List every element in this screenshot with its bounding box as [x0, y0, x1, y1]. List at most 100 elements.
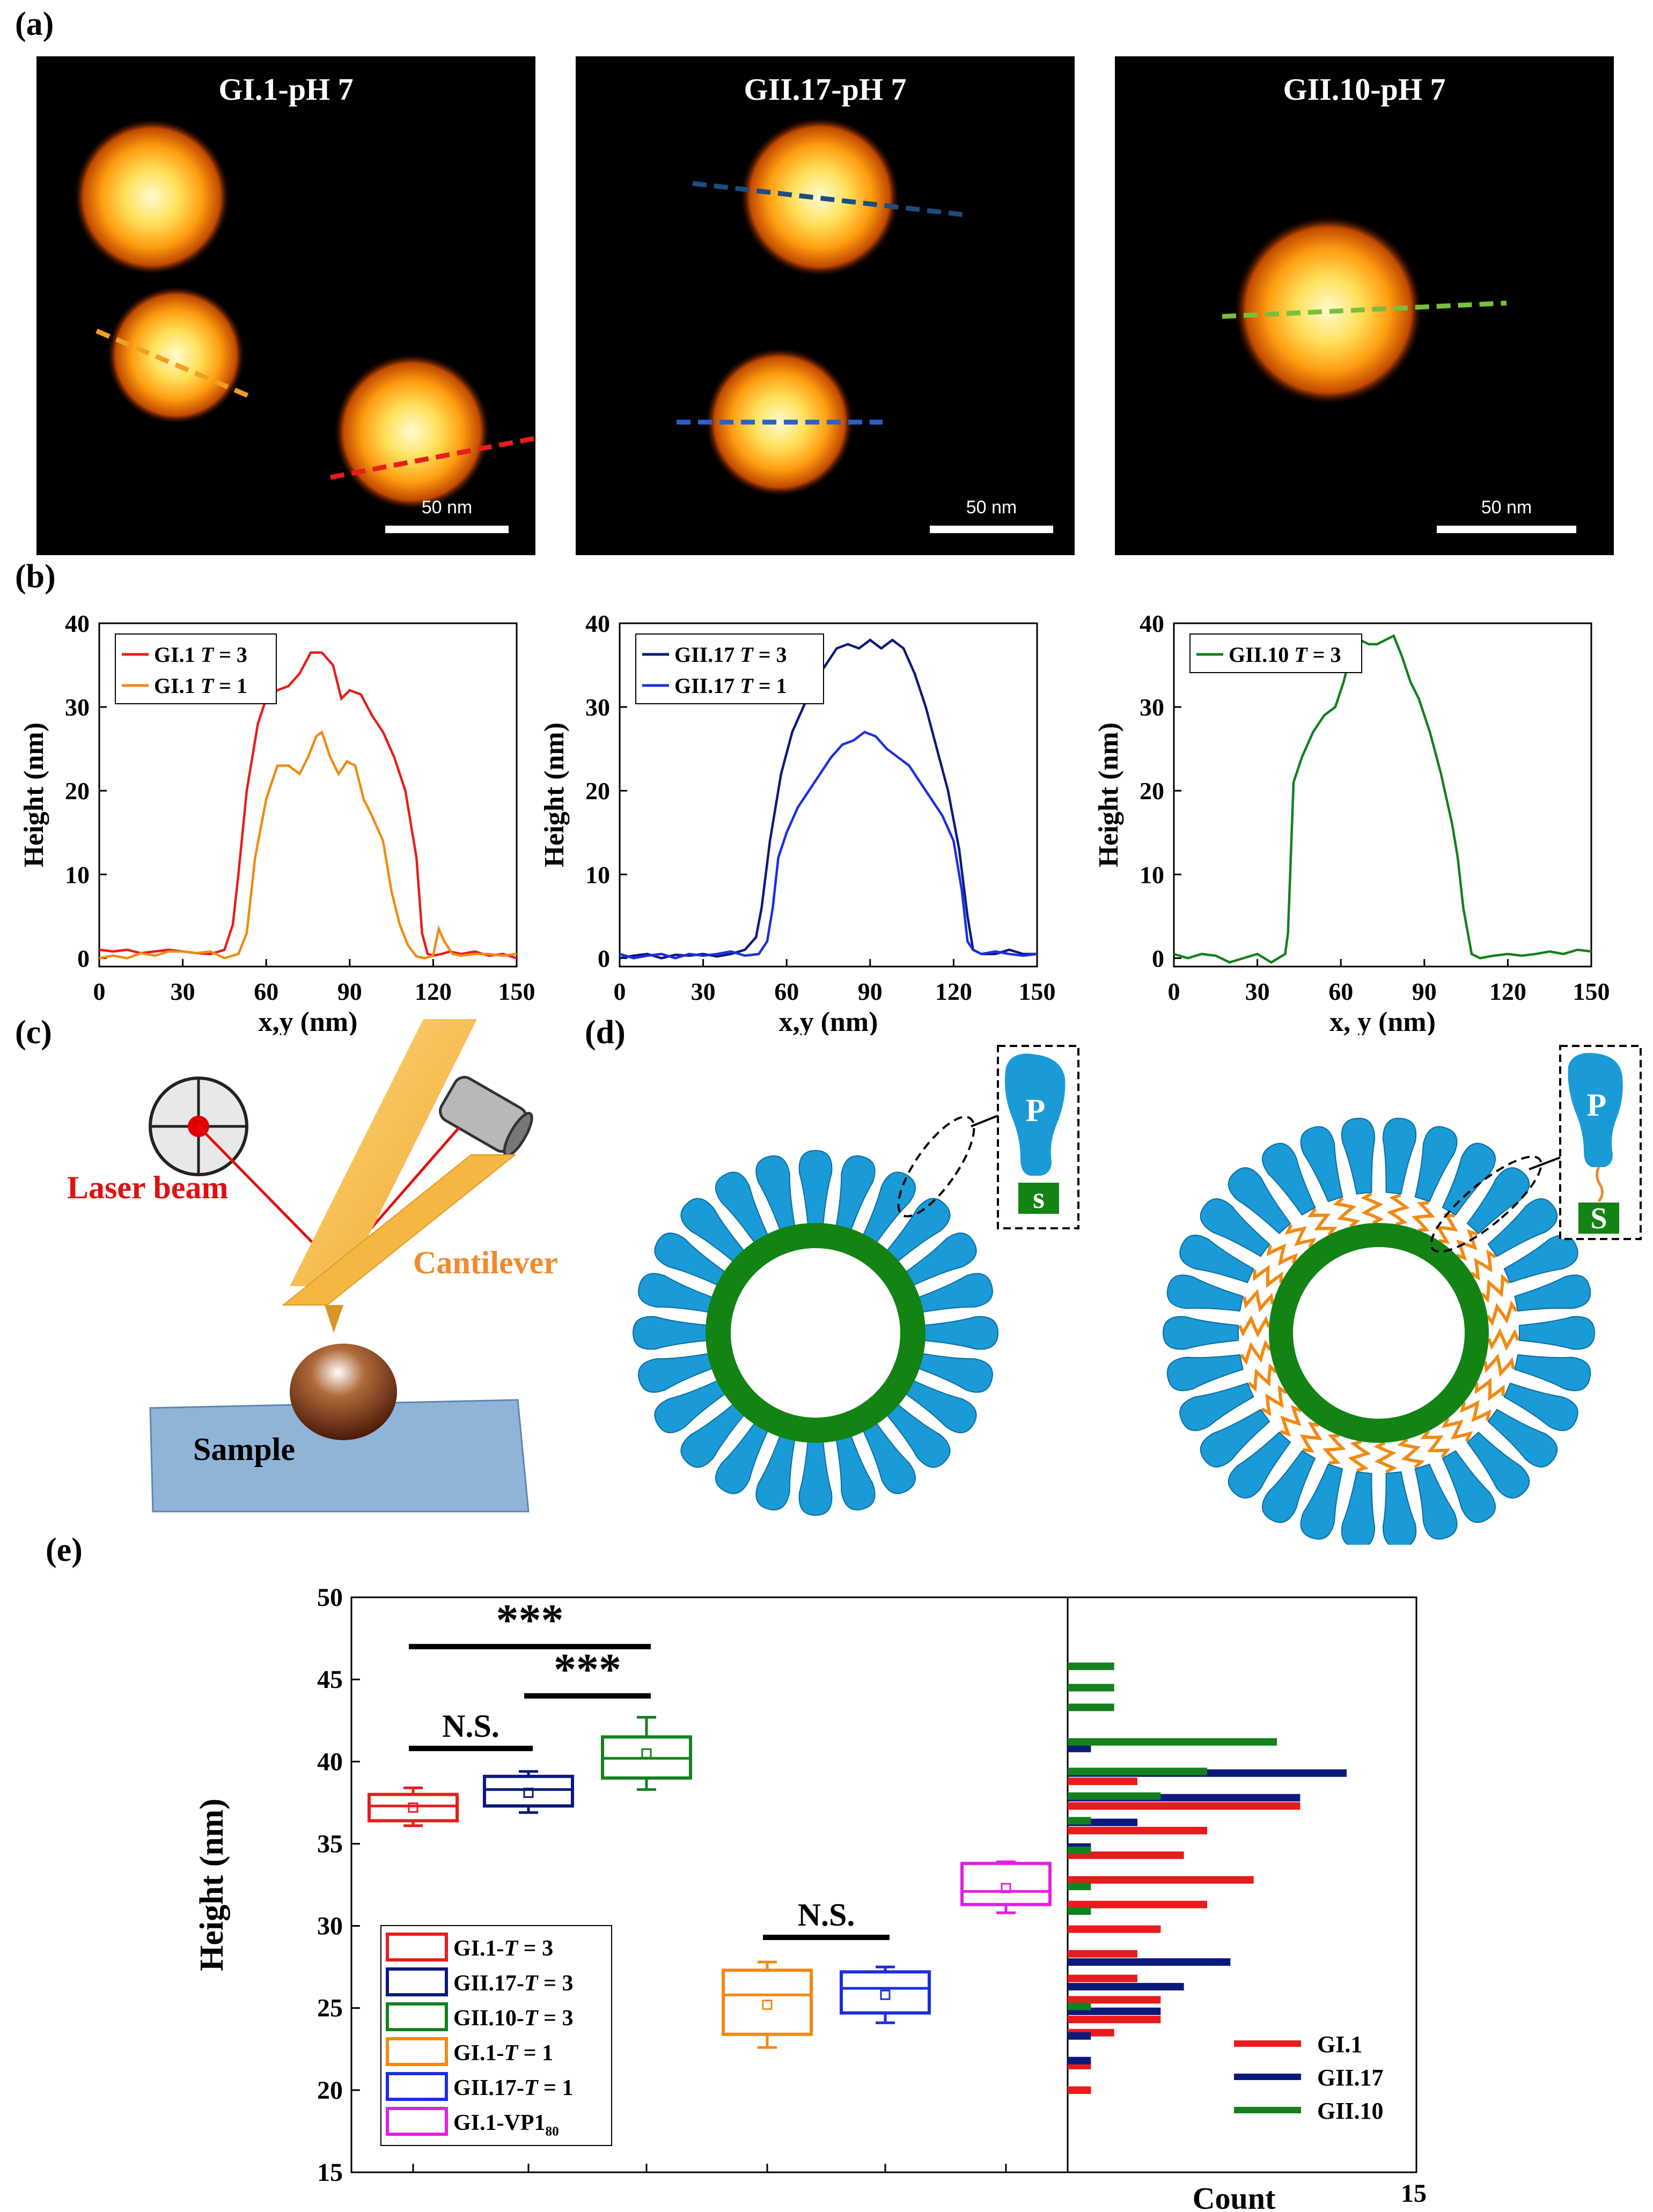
linker [1474, 1377, 1505, 1402]
mean-marker [641, 1748, 652, 1759]
legend-box [635, 633, 824, 704]
y-tick-label: 40 [585, 610, 610, 637]
linker [1322, 1434, 1346, 1465]
p-domain [1341, 1117, 1376, 1195]
histogram-x-max: 15 [1401, 2179, 1427, 2208]
p-domain [1261, 1450, 1316, 1523]
s-domain-label: s [1033, 1182, 1045, 1215]
x-tick-label: 150 [498, 978, 535, 1005]
profile-plot-2: 0 30 60 90 120 150 0 10 20 30 40 x,y (nm) Height (nm… [539, 610, 1056, 1035]
x-tick-label: 60 [1328, 978, 1353, 1005]
box-6 [960, 1860, 1052, 1914]
histogram-bar [1068, 1744, 1091, 1752]
p-domain [654, 1232, 728, 1287]
histogram-bar [1068, 1662, 1114, 1670]
histogram-bar [1068, 1982, 1184, 1990]
laser-beam-label: Laser beam [67, 1170, 229, 1205]
y-tick-label: 15 [317, 2158, 343, 2187]
y-tick-label: 45 [317, 1665, 343, 1694]
box-4 [722, 1960, 813, 2049]
x-tick-label: 120 [415, 978, 452, 1005]
linker [1486, 1300, 1518, 1326]
x-tick-label: 0 [614, 978, 626, 1005]
particle [740, 117, 899, 276]
legend-label: GI.1 [1317, 2031, 1362, 2058]
p-domain [680, 1403, 746, 1468]
significance-label: *** [496, 1595, 564, 1645]
p-domain [1200, 1409, 1270, 1468]
afm-title: GII.10-pH 7 [1283, 72, 1446, 107]
y-axis-label: Height (nm) [194, 1798, 230, 1971]
p-domain [638, 1353, 715, 1393]
mean-marker [1001, 1883, 1011, 1893]
series-line [619, 731, 1038, 960]
p-domain [1487, 1198, 1558, 1257]
y-tick-label: 10 [65, 861, 90, 888]
plot-frame [98, 622, 518, 968]
x-tick-label: 90 [337, 978, 362, 1005]
p-domain [922, 1316, 999, 1350]
p-domain [1503, 1234, 1578, 1284]
p-domain [1414, 1463, 1458, 1540]
linker [1420, 1429, 1451, 1458]
linker [1247, 1363, 1277, 1392]
p-domain [1442, 1450, 1496, 1523]
linker [1386, 1193, 1410, 1226]
linker [1483, 1353, 1516, 1377]
linker [1397, 1437, 1425, 1469]
afm-image-gi1: GI.1-pH 7 50 nm [36, 56, 535, 555]
p-domain [885, 1403, 951, 1468]
legend-label: GI.1 T = 3 [154, 643, 247, 667]
significance-label: *** [554, 1645, 621, 1694]
scale-text: 50 nm [966, 497, 1017, 518]
sample-label: Sample [193, 1432, 296, 1467]
profile-line [95, 328, 252, 400]
linker [1470, 1249, 1497, 1281]
y-tick-label: 30 [317, 1912, 343, 1941]
x-tick-label: 30 [691, 978, 716, 1005]
p-domain [1179, 1382, 1254, 1432]
series-line [99, 730, 517, 960]
y-axis-label: Height (nm) [1093, 722, 1124, 867]
y-tick-label: 40 [1140, 610, 1164, 637]
cantilever [290, 1019, 477, 1286]
capsid-t3-diagram [1162, 1117, 1596, 1545]
histogram-bar [1068, 1792, 1161, 1800]
panel-label-c: (c) [15, 1014, 52, 1051]
p-domain [798, 1149, 833, 1226]
domain-inset-2 [1430, 1045, 1642, 1253]
p-domain [1300, 1126, 1343, 1203]
p-domain-label-2: P [1587, 1087, 1607, 1123]
x-axis-label: x,y (nm) [779, 1007, 878, 1035]
p-domain [1414, 1126, 1458, 1203]
linker [1373, 1441, 1397, 1474]
box-1 [368, 1786, 459, 1827]
y-tick-label: 20 [65, 777, 90, 805]
x-tick-label: 150 [1019, 978, 1056, 1005]
histogram-bar [1068, 1883, 1091, 1891]
histogram-bar [1068, 1684, 1114, 1692]
p-domain [1503, 1382, 1578, 1432]
shell [706, 1223, 925, 1443]
p-domain [885, 1198, 951, 1263]
legend-swatch [386, 2072, 448, 2101]
y-tick-label: 40 [65, 610, 90, 637]
shell [1269, 1223, 1489, 1443]
linker [1239, 1339, 1272, 1366]
linker [1361, 1192, 1384, 1225]
cantilever-label: Cantilever [413, 1245, 558, 1280]
afm-setup-diagram [149, 1019, 533, 1513]
x-tick-label: 0 [1168, 978, 1180, 1005]
legend-label: GII.17 [1317, 2064, 1383, 2091]
laser-source-icon [439, 1075, 533, 1157]
sample-blob [290, 1344, 397, 1440]
p-domain [1466, 1167, 1530, 1235]
significance-bar: *** [524, 1645, 651, 1699]
box-5 [840, 1965, 931, 2024]
s-domain-label-2: S [1590, 1202, 1607, 1235]
plot-frame [619, 622, 1038, 968]
legend-swatch [386, 2107, 448, 2136]
p-domain [916, 1273, 993, 1313]
box-iqr [840, 1970, 931, 2015]
p-domain [654, 1379, 728, 1434]
